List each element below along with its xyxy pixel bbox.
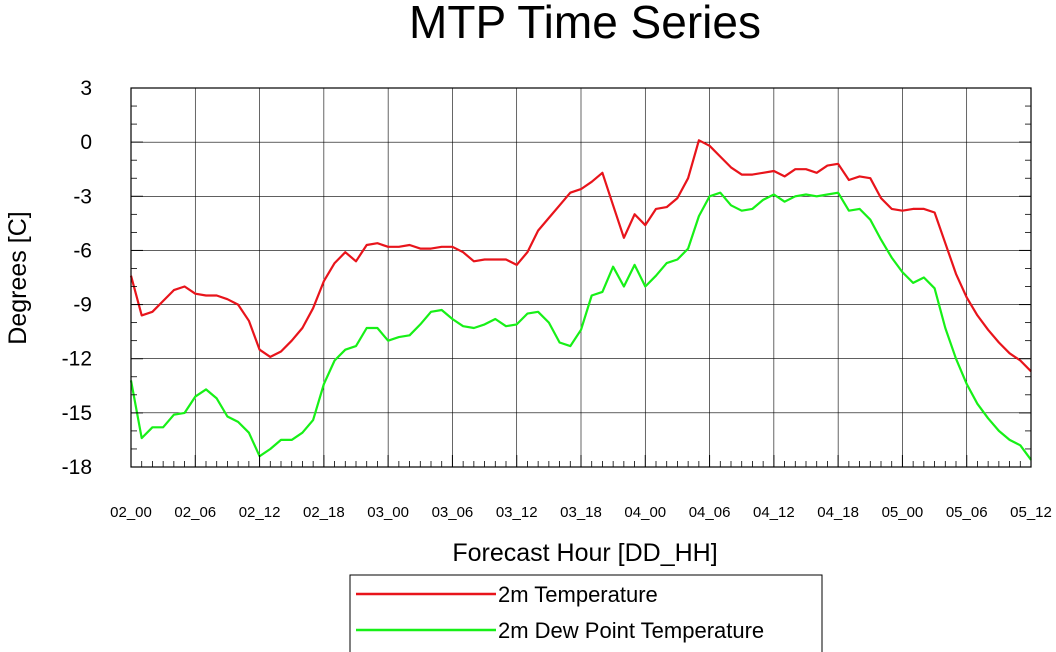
- series-line-dewpoint: [129, 191, 1032, 461]
- y-axis-ticks: 3 0 -3 -6 -9 -12 -15 -18: [62, 77, 1031, 479]
- legend-label-temperature: 2m Temperature: [498, 582, 658, 607]
- y-tick-label: -18: [62, 456, 92, 479]
- y-tick-label: -9: [73, 294, 92, 317]
- legend: 2m Temperature 2m Dew Point Temperature: [349, 574, 823, 652]
- grid: [130, 87, 1032, 468]
- x-tick-label: 03_12: [496, 504, 538, 521]
- x-tick-label: 02_12: [239, 504, 281, 521]
- x-tick-label: 03_18: [560, 504, 602, 521]
- minor-ticks: [131, 105, 1031, 467]
- x-tick-label: 03_06: [432, 504, 474, 521]
- x-tick-label: 02_18: [303, 504, 345, 521]
- x-tick-label: 05_06: [946, 504, 988, 521]
- legend-box: [349, 574, 823, 652]
- y-tick-label: -3: [73, 185, 92, 208]
- x-tick-label: 03_00: [367, 504, 409, 521]
- series-line-temperature: [129, 139, 1032, 373]
- x-tick-label: 04_00: [624, 504, 666, 521]
- x-tick-label: 02_06: [174, 504, 216, 521]
- y-tick-label: -15: [62, 402, 92, 425]
- x-axis-ticks: 02_00 02_06 02_12 02_18 03_00 03_06 03_12 03_18…: [110, 455, 1052, 521]
- x-tick-label: 04_12: [753, 504, 795, 521]
- x-tick-label: 05_00: [882, 504, 924, 521]
- x-tick-label: 04_18: [817, 504, 859, 521]
- y-tick-label: -6: [73, 239, 92, 262]
- chart-title: MTP Time Series: [409, 0, 761, 48]
- y-axis-label: Degrees [C]: [4, 211, 32, 344]
- x-tick-label: 04_06: [689, 504, 731, 521]
- y-tick-label: 0: [80, 131, 92, 154]
- y-tick-label: 3: [80, 77, 92, 100]
- legend-label-dewpoint: 2m Dew Point Temperature: [498, 618, 764, 643]
- x-axis-label: Forecast Hour [DD_HH]: [452, 539, 717, 567]
- series-lines: [129, 139, 1032, 461]
- x-tick-label: 02_00: [110, 504, 152, 521]
- x-tick-label: 05_12: [1010, 504, 1052, 521]
- y-tick-label: -12: [62, 348, 92, 371]
